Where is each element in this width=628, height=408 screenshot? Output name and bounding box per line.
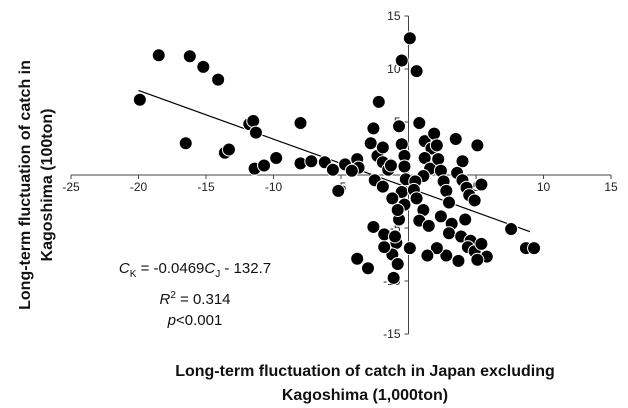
- data-point: [132, 92, 147, 107]
- data-points: [132, 31, 542, 285]
- data-point: [394, 137, 409, 152]
- data-point: [248, 125, 263, 140]
- data-point: [455, 154, 470, 169]
- x-axis-title-line2: Kagoshima (1,000ton): [282, 387, 448, 404]
- data-point: [429, 138, 444, 153]
- data-point: [409, 64, 424, 79]
- data-point: [467, 193, 482, 208]
- data-point: [421, 218, 436, 233]
- data-point: [196, 59, 211, 74]
- data-point: [178, 136, 193, 151]
- data-point: [344, 163, 359, 178]
- x-tick-label: -20: [130, 180, 148, 194]
- y-tick-label: -15: [383, 327, 401, 341]
- data-point: [361, 261, 375, 276]
- data-point: [385, 191, 400, 206]
- data-point: [427, 126, 442, 141]
- data-point: [350, 251, 365, 266]
- data-point: [470, 138, 485, 153]
- p-value: p<0.001: [167, 312, 223, 329]
- data-point: [394, 53, 409, 68]
- x-tick-label: 15: [604, 180, 618, 194]
- data-point: [439, 248, 454, 263]
- data-point: [433, 209, 448, 224]
- data-point: [383, 158, 398, 173]
- data-point: [431, 152, 446, 167]
- data-point: [448, 131, 463, 146]
- data-point: [304, 154, 319, 169]
- data-point: [474, 177, 489, 192]
- data-point: [366, 219, 381, 234]
- data-point: [409, 191, 424, 206]
- data-point: [363, 136, 378, 151]
- data-point: [375, 179, 390, 194]
- data-point: [420, 248, 435, 263]
- data-point: [377, 240, 392, 255]
- data-point: [331, 183, 346, 198]
- y-tick-label: -5: [390, 221, 401, 235]
- data-point: [442, 226, 456, 241]
- data-point: [390, 202, 405, 217]
- y-axis-title-line1: Long-term fluctuation of catch in: [17, 60, 34, 310]
- x-tick-label: -10: [265, 180, 283, 194]
- data-point: [390, 257, 405, 272]
- data-point: [429, 241, 444, 256]
- data-point: [386, 270, 401, 285]
- data-point: [442, 195, 456, 210]
- y-axis-title: Long-term fluctuation of catch in Kagosh…: [17, 60, 56, 310]
- x-tick-label: 10: [537, 180, 551, 194]
- data-point: [211, 72, 226, 87]
- data-point: [182, 49, 197, 64]
- data-point: [397, 159, 412, 174]
- x-tick-label: -25: [62, 180, 80, 194]
- data-point: [470, 252, 485, 267]
- data-point: [474, 236, 489, 251]
- data-point: [402, 241, 417, 256]
- data-point: [388, 229, 402, 244]
- y-axis-title-line2: Kagoshima (100ton): [39, 109, 56, 262]
- data-point: [293, 116, 308, 131]
- data-point: [221, 142, 236, 157]
- data-point: [257, 158, 272, 173]
- data-point: [269, 151, 284, 166]
- data-point: [151, 48, 166, 63]
- data-point: [412, 116, 427, 131]
- x-axis-title: Long-term fluctuation of catch in Japan …: [175, 363, 555, 404]
- data-point: [325, 162, 340, 177]
- data-point: [371, 94, 386, 109]
- regression-line: [138, 89, 531, 233]
- regression-annotation: CK = -0.0469CJ - 132.7 R2 = 0.314 p<0.00…: [100, 258, 290, 331]
- axes: [70, 15, 612, 335]
- data-point: [402, 31, 417, 46]
- data-point: [451, 253, 466, 268]
- y-tick-label: 15: [387, 9, 401, 23]
- regression-equation: CK = -0.0469CJ - 132.7: [118, 260, 272, 280]
- data-point: [366, 121, 381, 136]
- data-point: [504, 222, 519, 237]
- data-point: [246, 113, 261, 128]
- data-point: [527, 241, 542, 256]
- x-tick-label: -15: [197, 180, 215, 194]
- x-axis-title-line1: Long-term fluctuation of catch in Japan …: [175, 363, 555, 380]
- data-point: [458, 212, 473, 227]
- data-point: [439, 183, 454, 198]
- r-squared: R2 = 0.314: [159, 290, 231, 308]
- data-point: [375, 140, 390, 155]
- data-point: [392, 119, 407, 134]
